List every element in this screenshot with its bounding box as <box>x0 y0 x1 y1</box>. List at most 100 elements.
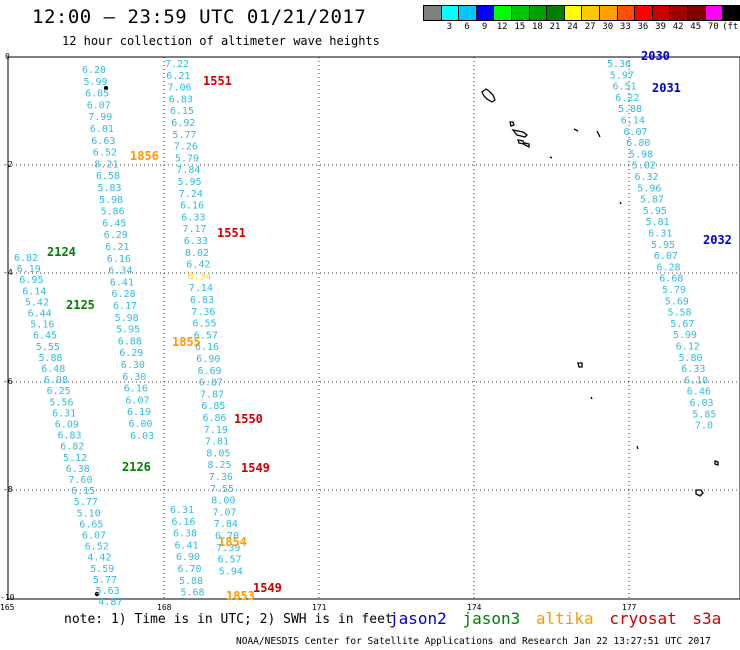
swh-value: 7.24 <box>179 189 203 200</box>
swh-value: 6.68 <box>659 274 683 285</box>
swh-value: 5.98 <box>99 195 123 206</box>
lat-label-8: -8 <box>3 485 13 494</box>
swh-value: 6.87 <box>199 378 223 389</box>
swh-value: 5.88 <box>39 353 63 364</box>
swh-value: 6.14 <box>22 286 46 297</box>
swh-value: 6.33 <box>184 236 208 247</box>
swh-value: 6.44 <box>28 309 52 320</box>
swh-value: 6.16 <box>107 254 131 265</box>
swh-value: 6.83 <box>169 94 193 105</box>
swh-value: 6.38 <box>66 464 90 475</box>
swh-value: 6.17 <box>113 301 137 312</box>
pass-time-label: 1549 <box>241 461 270 475</box>
swh-value: 5.69 <box>665 296 689 307</box>
swh-value: 7.81 <box>205 437 229 448</box>
swh-value: 6.20 <box>82 65 106 76</box>
color-swatch <box>423 5 442 21</box>
swh-value: 6.38 <box>173 529 197 540</box>
swh-value: 6.29 <box>104 230 128 241</box>
swh-value: 5.16 <box>30 320 54 331</box>
color-scale-label: 18 <box>531 22 543 32</box>
color-swatch <box>476 5 495 21</box>
island-outline <box>509 121 515 127</box>
swh-value: 6.22 <box>615 93 639 104</box>
color-swatch <box>511 5 530 21</box>
pass-time-labels: 1551 1856 1551 2124 2125 1855 1550 2126 1549 1854… <box>47 49 732 603</box>
swh-value: 6.03 <box>690 398 714 409</box>
swh-value: 6.80 <box>626 138 650 149</box>
swh-value: 6.86 <box>203 413 227 424</box>
swh-value: 7.36 <box>191 307 215 318</box>
swh-value: 7.60 <box>68 475 92 486</box>
swh-value: 6.32 <box>635 172 659 183</box>
swh-value: 4.87 <box>98 597 122 608</box>
pass-time-label: 1551 <box>203 74 232 88</box>
swh-value: 5.98 <box>115 313 139 324</box>
swh-value: 5.77 <box>93 575 117 586</box>
legend-cryosat: cryosat <box>609 609 677 628</box>
swh-value: 7.55 <box>210 484 234 495</box>
swh-value: 6.31 <box>648 229 672 240</box>
pass-time-label: 2124 <box>47 245 76 259</box>
island-outline <box>590 396 593 400</box>
swh-value: 6.85 <box>201 401 225 412</box>
swh-value: 6.83 <box>58 431 82 442</box>
color-scale-label: (ft) <box>722 22 740 32</box>
swh-value: 5.81 <box>646 217 670 228</box>
pass-time-label: 2126 <box>122 460 151 474</box>
swh-value: 6.19 <box>17 264 41 275</box>
swh-value: 6.03 <box>130 431 154 442</box>
color-scale-label: 70 <box>707 22 719 32</box>
swh-value: 6.07 <box>654 251 678 262</box>
swh-value: 8.05 <box>206 448 230 459</box>
pass-time-label: 1855 <box>172 335 201 349</box>
swh-value: 6.88 <box>118 336 142 347</box>
lat-label-0: 0 <box>5 52 10 61</box>
color-swatch <box>670 5 688 21</box>
swh-value: 6.09 <box>55 420 79 431</box>
color-scale-bar <box>423 5 740 21</box>
island-outline <box>577 362 583 368</box>
lon-label-177: 177 <box>622 603 637 612</box>
color-swatch <box>564 5 583 21</box>
swh-value: 7.36 <box>209 472 233 483</box>
color-swatch <box>635 5 653 21</box>
swh-value: 7.0 <box>695 421 713 432</box>
pass-time-label: 1549 <box>253 581 282 595</box>
swh-value: 6.07 <box>624 127 648 138</box>
swh-value: 5.98 <box>629 149 653 160</box>
swh-value: 6.70 <box>178 564 202 575</box>
swh-value: 6.48 <box>41 364 65 375</box>
island-outline <box>511 129 528 138</box>
swh-value: 5.94 <box>219 566 243 577</box>
swh-value: 6.28 <box>657 262 681 273</box>
island-outline <box>524 142 530 149</box>
legend-altika: altika <box>535 609 594 628</box>
swh-value: 7.19 <box>204 425 228 436</box>
swh-value: 5.79 <box>662 285 686 296</box>
color-swatch <box>547 5 565 21</box>
swh-value: 6.33 <box>181 212 205 223</box>
swh-value: 6.70 <box>215 531 239 542</box>
color-swatch <box>529 5 548 21</box>
swh-value: 5.96 <box>637 183 661 194</box>
island-dot <box>94 591 100 597</box>
swh-value: 6.52 <box>93 148 117 159</box>
color-scale-label: 15 <box>514 22 526 32</box>
swh-value: 6.15 <box>71 486 95 497</box>
swh-value: 6.30 <box>122 372 146 383</box>
lon-label-174: 174 <box>467 603 482 612</box>
satellite-tracks: 6.205.996.056.077.996.016.636.528.216.58… <box>14 59 716 608</box>
swh-value: 6.10 <box>684 375 708 386</box>
legend-jason2: jason2 <box>389 609 447 628</box>
swh-value: 5.88 <box>618 104 642 115</box>
swh-value: 6.16 <box>180 201 204 212</box>
color-scale-label: 45 <box>690 22 702 32</box>
swh-value: 5.02 <box>632 161 656 172</box>
swh-value: 5.95 <box>643 206 667 217</box>
swh-value: 6.00 <box>129 419 153 430</box>
lon-label-168: 168 <box>157 603 172 612</box>
swh-value: 6.07 <box>125 395 149 406</box>
swh-value: 6.16 <box>124 384 148 395</box>
swh-value: 6.42 <box>186 260 210 271</box>
